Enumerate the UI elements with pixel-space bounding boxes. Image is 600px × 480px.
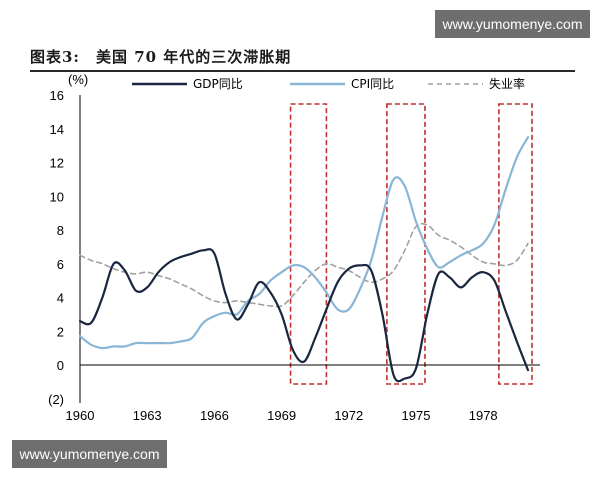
x-tick-labels: 1960 1963 1966 1969 1972 1975 1978 bbox=[66, 408, 498, 423]
x-tick-label: 1960 bbox=[66, 408, 95, 423]
series-line-1 bbox=[78, 248, 530, 383]
x-tick-label: 1969 bbox=[267, 408, 296, 423]
highlight-box-2 bbox=[386, 103, 426, 385]
x-tick-label: 1975 bbox=[402, 408, 431, 423]
highlight-box-3 bbox=[498, 103, 533, 385]
y-tick-label: (2) bbox=[48, 392, 64, 407]
legend-label: GDP同比 bbox=[193, 77, 243, 91]
y-tick-label: 10 bbox=[50, 189, 64, 204]
highlight-box-1 bbox=[289, 103, 328, 385]
series-line-2 bbox=[78, 136, 530, 350]
highlight-boxes bbox=[289, 103, 533, 385]
figure-title: 图表3: 美国 70 年代的三次滞胀期 bbox=[30, 48, 292, 66]
legend-label: CPI同比 bbox=[351, 77, 394, 91]
y-tick-label: 14 bbox=[50, 122, 64, 137]
watermark-bottom: www.yumomenye.com bbox=[12, 440, 167, 468]
y-tick-label: 6 bbox=[57, 257, 64, 272]
series-line-3 bbox=[79, 222, 529, 308]
y-axis-unit: (%) bbox=[68, 72, 88, 87]
x-tick-label: 1966 bbox=[200, 408, 229, 423]
y-tick-label: 4 bbox=[57, 291, 64, 306]
x-tick-label: 1963 bbox=[133, 408, 162, 423]
x-tick-label: 1972 bbox=[334, 408, 363, 423]
legend-label: 失业率 bbox=[489, 76, 525, 91]
y-tick-label: 12 bbox=[50, 156, 64, 171]
y-tick-label: 0 bbox=[57, 358, 64, 373]
watermark-top: www.yumomenye.com bbox=[435, 10, 590, 38]
legend: GDP同比 CPI同比 失业率 bbox=[132, 76, 525, 91]
axes bbox=[79, 95, 540, 403]
series-lines bbox=[78, 136, 530, 383]
x-tick-label: 1978 bbox=[469, 408, 498, 423]
y-tick-label: 16 bbox=[50, 88, 64, 103]
title-underline bbox=[30, 70, 575, 72]
y-tick-label: 8 bbox=[57, 223, 64, 238]
y-tick-label: 2 bbox=[57, 324, 64, 339]
y-tick-labels: 16 14 12 10 8 6 4 2 0 (2) bbox=[48, 88, 64, 407]
